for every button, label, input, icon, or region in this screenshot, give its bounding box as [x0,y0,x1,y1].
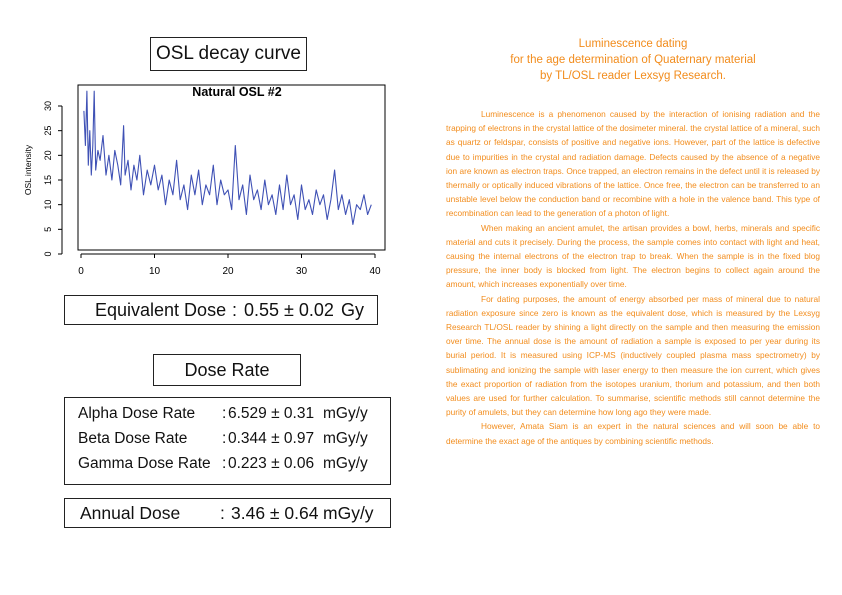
article-paragraph: For dating purposes, the amount of energ… [446,293,820,418]
x-tick-label: 0 [78,266,84,277]
y-tick-label: 15 [43,175,53,185]
equivalent-dose-unit: Gy [341,300,365,320]
article-title-line: Luminescence dating [578,38,688,50]
y-axis-label: OSL intensity [23,144,33,195]
dose-rate-value: 0.223 ± 0.06 [228,455,315,472]
dose-rate-row-alpha: Alpha Dose Rate : 6.529 ± 0.31 mGy/y [65,405,390,427]
dose-rate-row-gamma: Gamma Dose Rate : 0.223 ± 0.06 mGy/y [65,455,390,477]
dose-rate-separator: : [222,405,227,422]
equivalent-dose-box: Equivalent Dose : 0.55 ± 0.02 Gy [64,295,378,325]
x-tick-label: 20 [222,266,234,277]
article-title-line: for the age determination of Quaternary … [510,54,756,66]
y-tick-label: 0 [43,251,53,256]
x-tick-label: 30 [296,266,308,277]
annual-dose-separator: : [220,503,225,523]
dose-rate-unit: mGy/y [323,430,368,447]
article-paragraph: Luminescence is a phenomenon caused by t… [446,109,820,219]
annual-dose-unit: mGy/y [323,503,374,523]
y-tick-label: 10 [43,200,53,210]
osl-series-line [83,90,372,225]
osl-chart: 0 5 10 15 20 25 30 0 10 20 30 40 Natural OSL #2 OSL… [18,80,398,295]
y-tick-label: 30 [43,101,53,111]
article-title: Luminescence dating for the age determin… [446,36,820,84]
dose-rate-box: Alpha Dose Rate : 6.529 ± 0.31 mGy/y Bet… [64,397,391,485]
y-tick-label: 20 [43,150,53,160]
equivalent-dose-separator: : [232,300,238,320]
dose-rate-value: 6.529 ± 0.31 [228,405,315,422]
annual-dose-value: 3.46 ± 0.64 [231,503,319,523]
dose-rate-row-beta: Beta Dose Rate : 0.344 ± 0.97 mGy/y [65,430,390,452]
article: Luminescence dating for the age determin… [446,36,820,448]
y-tick-label: 25 [43,126,53,136]
chart-title: Natural OSL #2 [192,85,281,99]
dose-rate-value: 0.344 ± 0.97 [228,430,315,447]
osl-chart-svg: 0 5 10 15 20 25 30 0 10 20 30 40 Natural OSL #2 OSL… [23,84,386,277]
dose-rate-label: Beta Dose Rate [78,430,188,447]
article-paragraph: When making an ancient amulet, the artis… [446,222,820,290]
equivalent-dose-value: 0.55 ± 0.02 [244,300,334,320]
osl-decay-curve-title: OSL decay curve [150,37,307,71]
dose-rate-label: Gamma Dose Rate [78,455,211,472]
article-title-line: by TL/OSL reader Lexsyg Research. [539,70,726,82]
plot-frame [77,84,386,251]
dose-rate-label: Alpha Dose Rate [78,405,196,422]
y-tick-label: 5 [43,227,53,232]
dose-rate-separator: : [222,430,227,447]
article-paragraph: However, Amata Siam is an expert in the … [446,421,820,446]
dose-rate-unit: mGy/y [323,405,368,422]
annual-dose-label: Annual Dose [80,503,181,523]
annual-dose-box: Annual Dose : 3.46 ± 0.64 mGy/y [64,498,391,528]
dose-rate-unit: mGy/y [323,455,368,472]
dose-rate-separator: : [222,455,227,472]
x-tick-label: 40 [369,266,381,277]
equivalent-dose-label: Equivalent Dose [95,300,227,320]
x-tick-label: 10 [149,266,161,277]
dose-rate-title: Dose Rate [153,354,301,386]
